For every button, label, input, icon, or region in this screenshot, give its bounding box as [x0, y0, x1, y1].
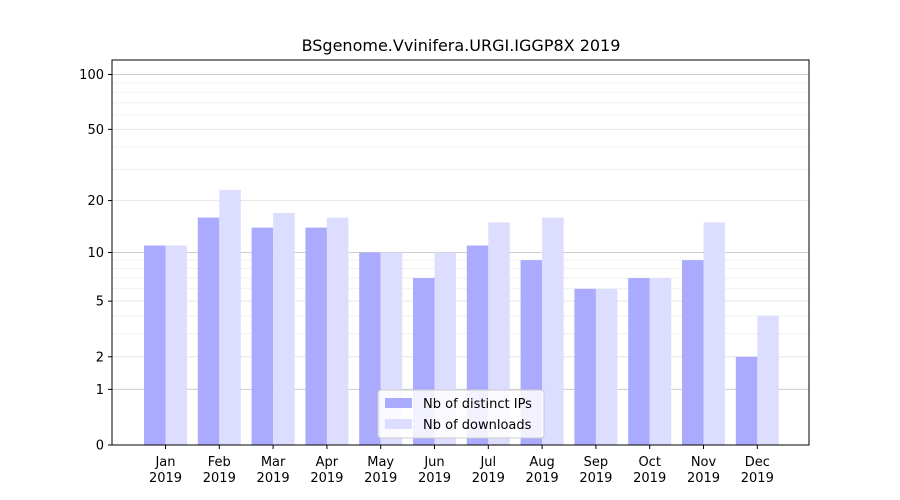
x-tick-label-year: 2019: [149, 471, 182, 486]
bar-distinct-ips-dec: [735, 356, 758, 445]
y-tick-label: 5: [96, 295, 104, 310]
x-tick-label-year: 2019: [579, 471, 612, 486]
bar-distinct-ips-oct: [628, 278, 650, 445]
chart-title: BSgenome.Vvinifera.URGI.IGGP8X 2019: [302, 36, 621, 55]
x-tick-label-month: May: [367, 455, 394, 470]
x-tick-label-year: 2019: [364, 471, 397, 486]
y-tick-label: 2: [96, 350, 104, 365]
x-tick-label-year: 2019: [203, 471, 236, 486]
legend-swatch: [385, 419, 412, 429]
y-tick-label: 0: [96, 439, 104, 454]
bar-downloads-apr: [326, 217, 349, 445]
bar-distinct-ips-sep: [574, 288, 596, 445]
x-tick-label-month: Jul: [479, 455, 496, 470]
x-tick-label-month: Dec: [745, 455, 770, 470]
x-tick-label-year: 2019: [418, 471, 451, 486]
bar-distinct-ips-mar: [251, 227, 274, 445]
x-tick-label-month: Jun: [423, 455, 444, 470]
y-tick-label: 20: [87, 194, 104, 209]
x-tick-label-month: Apr: [316, 455, 339, 470]
bar-downloads-sep: [595, 288, 618, 445]
x-tick-label-year: 2019: [472, 471, 505, 486]
y-tick-label: 10: [87, 246, 104, 261]
bar-distinct-ips-apr: [305, 227, 327, 445]
bar-distinct-ips-may: [359, 252, 381, 445]
bar-downloads-oct: [649, 278, 672, 445]
bar-downloads-jul: [488, 222, 510, 445]
y-tick-label: 1: [96, 383, 104, 398]
bar-downloads-jan: [165, 245, 187, 445]
x-tick-label-month: Aug: [529, 455, 554, 470]
x-axis: Jan2019Feb2019Mar2019Apr2019May2019Jun20…: [149, 445, 774, 486]
bar-distinct-ips-feb: [197, 217, 220, 445]
bar-downloads-aug: [542, 217, 564, 445]
legend-label: Nb of downloads: [423, 418, 532, 433]
legend: Nb of distinct IPs Nb of downloads: [377, 389, 545, 439]
bar-downloads-dec: [757, 315, 779, 445]
x-tick-label-month: Oct: [638, 455, 660, 470]
y-axis: 0 1 2 5 10 20 50 100: [79, 68, 112, 454]
x-tick-label-year: 2019: [310, 471, 343, 486]
legend-swatch: [385, 398, 412, 408]
x-tick-label-month: Jan: [154, 455, 175, 470]
legend-label: Nb of distinct IPs: [423, 397, 532, 412]
x-tick-label-month: Feb: [208, 455, 231, 470]
bar-downloads-mar: [273, 212, 295, 445]
x-tick-label-year: 2019: [741, 471, 774, 486]
x-tick-label-month: Nov: [691, 455, 717, 470]
x-tick-label-year: 2019: [257, 471, 290, 486]
bar-distinct-ips-nov: [682, 260, 704, 445]
x-tick-label-month: Mar: [261, 455, 286, 470]
bar-downloads-feb: [219, 189, 241, 445]
bar-downloads-nov: [703, 222, 725, 445]
x-tick-label-month: Sep: [584, 455, 609, 470]
y-tick-label: 100: [79, 68, 104, 83]
x-tick-label-year: 2019: [633, 471, 666, 486]
x-tick-label-year: 2019: [687, 471, 720, 486]
bar-distinct-ips-jan: [144, 245, 166, 445]
legend-box: [377, 389, 545, 439]
y-tick-label: 50: [87, 123, 104, 138]
x-tick-label-year: 2019: [526, 471, 559, 486]
